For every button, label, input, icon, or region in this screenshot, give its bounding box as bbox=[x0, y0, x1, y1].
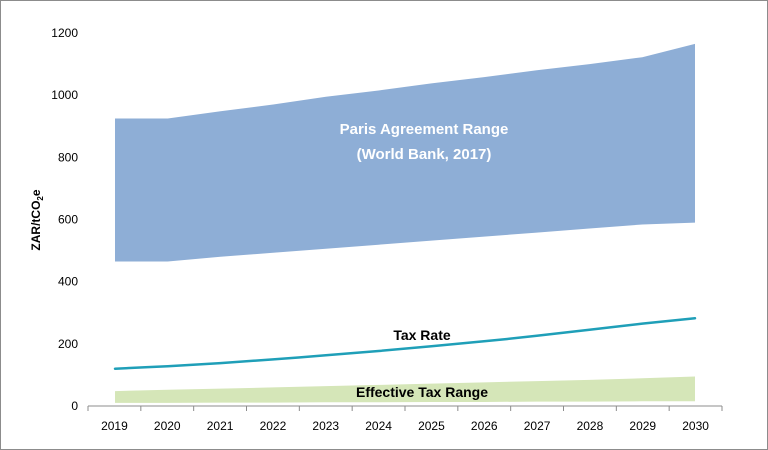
x-tick-label: 2026 bbox=[471, 419, 498, 433]
x-tick-label: 2027 bbox=[524, 419, 551, 433]
x-tick-label: 2019 bbox=[101, 419, 128, 433]
x-tick-label: 2024 bbox=[365, 419, 392, 433]
x-tick-label: 2030 bbox=[682, 419, 709, 433]
y-tick-label: 200 bbox=[58, 337, 78, 351]
x-tick-label: 2023 bbox=[312, 419, 339, 433]
effective-tax-range-label: Effective Tax Range bbox=[356, 384, 488, 400]
y-tick-label: 800 bbox=[58, 150, 78, 164]
tax-rate-line bbox=[113, 317, 697, 370]
paris-range-label-line2: (World Bank, 2017) bbox=[357, 146, 492, 163]
y-tick-label: 600 bbox=[58, 213, 78, 227]
y-tick-label: 400 bbox=[58, 275, 78, 289]
x-tick-label: 2025 bbox=[418, 419, 445, 433]
x-tick-label: 2020 bbox=[154, 419, 181, 433]
y-tick-label: 0 bbox=[71, 399, 78, 413]
y-axis-title: ZAR/tCO2e bbox=[29, 189, 45, 250]
x-tick-label: 2029 bbox=[629, 419, 656, 433]
y-tick-label: 1000 bbox=[51, 88, 78, 102]
paris-agreement-range-band bbox=[115, 43, 695, 262]
x-tick-label: 2028 bbox=[577, 419, 604, 433]
effective-tax-range-band bbox=[115, 376, 695, 403]
paris-range-label-line1: Paris Agreement Range bbox=[340, 121, 509, 138]
y-tick-label: 1200 bbox=[51, 26, 78, 40]
x-tick-label: 2022 bbox=[260, 419, 287, 433]
x-tick-label: 2021 bbox=[207, 419, 234, 433]
tax-rate-label: Tax Rate bbox=[393, 327, 451, 343]
